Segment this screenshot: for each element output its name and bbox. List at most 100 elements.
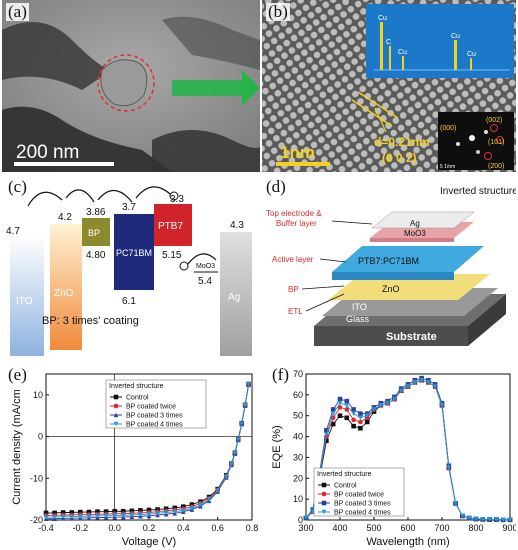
data-point: [494, 517, 499, 522]
x-tick-label: -0.2: [73, 523, 89, 533]
data-point: [412, 380, 418, 385]
data-point: [86, 513, 92, 519]
eds-peak-label-1: Cu: [378, 15, 387, 22]
data-point: [324, 428, 329, 433]
ito-level: 4.7: [6, 226, 20, 237]
arrow-head: [242, 70, 260, 106]
panel-label-c: (c): [6, 177, 29, 196]
data-point: [439, 402, 445, 408]
data-point: [235, 437, 241, 442]
arrow-shaft: [172, 80, 252, 96]
zno-level: 4.2: [58, 212, 72, 223]
legend-marker: [321, 491, 327, 497]
panel-label-d: (d): [264, 177, 288, 196]
data-point: [215, 488, 220, 494]
eqe-chart: 300 400 500 600 700 800 900 0 10 20 30 40 50 60 70 Wave…: [271, 369, 516, 548]
data-point: [172, 509, 178, 514]
ptb7-label: PTB7: [158, 221, 183, 232]
data-point: [466, 515, 472, 521]
data-point: [129, 508, 135, 514]
data-point: [129, 512, 135, 518]
data-point: [337, 413, 343, 419]
y-tick-label: 70: [293, 369, 303, 379]
panel-e: -0.4 -0.2 0.0 0.2 0.4 0.6 0.8 10 0 -10 -20 Voltage …: [2, 366, 260, 548]
x-tick-label: 0.2: [143, 523, 156, 533]
hrtem-image-b: Cu C Cu Cu Cu (002) (000) (101) (200) 5 …: [262, 0, 516, 172]
saed-scale-text: 5 1/nm: [440, 164, 455, 170]
legend-item: BP coated twice: [334, 492, 384, 499]
side-label-top-1: Top electrode &: [266, 209, 322, 218]
data-point: [52, 510, 57, 516]
data-point: [112, 513, 117, 518]
data-point: [398, 388, 404, 393]
plane-text: (0 0 2): [382, 151, 417, 165]
data-point: [232, 450, 238, 456]
data-point: [351, 411, 356, 416]
data-point: [69, 514, 75, 519]
legend-marker: [113, 394, 119, 400]
data-point: [138, 508, 143, 513]
data-point: [358, 411, 363, 416]
y-axis-label: EQE (%): [271, 425, 283, 468]
y-tick-label: -20: [30, 515, 43, 525]
data-point: [460, 513, 465, 519]
data-point: [358, 415, 363, 421]
pcbm-homo: 6.1: [122, 296, 136, 307]
legend-marker: [113, 421, 119, 427]
panel-label-f: (f): [270, 366, 291, 384]
legend-item: Control: [334, 483, 357, 490]
legend-item: BP coated 3 times: [334, 501, 391, 508]
legend-marker: [321, 482, 327, 488]
ptb7-block: [154, 204, 192, 246]
panel-label-b: (b): [266, 2, 290, 21]
x-tick-label: 0.4: [177, 523, 190, 533]
legend-title: Inverted structure: [109, 383, 164, 390]
side-label-etl: ETL: [288, 307, 303, 316]
data-point: [324, 432, 329, 437]
bp-homo: 4.80: [86, 250, 106, 261]
energy-diagram: ITO 4.7 ZnO 4.2 BP 3.86 4.80 PC71BM 3.7 …: [6, 186, 252, 356]
zno-block: [50, 224, 82, 350]
active-layer-label: PTB7:PC71BM: [358, 256, 419, 266]
data-point: [419, 377, 424, 383]
zno-label: ZnO: [54, 288, 74, 299]
pcbm-label: PC71BM: [116, 248, 152, 258]
data-point: [163, 510, 169, 515]
x-tick-label: 800: [468, 523, 483, 533]
side-label-active: Active layer: [272, 255, 314, 264]
x-tick-label: 500: [366, 523, 381, 533]
moo3-label: MoO3: [196, 263, 215, 270]
y-tick-label: 0: [298, 515, 303, 525]
tem-image-a: 200 nm: [2, 0, 260, 172]
x-tick-label: 0.0: [108, 523, 121, 533]
data-point: [364, 413, 370, 419]
y-tick-label: 10: [293, 494, 303, 504]
ag-layer-label: Ag: [410, 219, 420, 228]
x-tick-label: 600: [400, 523, 415, 533]
x-tick-label: -0.4: [38, 523, 54, 533]
pcbm-block: [114, 214, 154, 290]
data-point: [242, 402, 248, 408]
data-point: [351, 423, 356, 429]
data-point: [358, 419, 363, 425]
panel-b: Cu C Cu Cu Cu (002) (000) (101) (200) 5 …: [262, 0, 516, 172]
ptb7-lumo: 3.3: [170, 194, 184, 205]
data-point: [303, 515, 309, 521]
data-point: [52, 514, 57, 520]
data-point: [337, 396, 343, 402]
data-point: [324, 438, 329, 444]
saed-label-4: (200): [488, 163, 504, 170]
x-tick-label: 300: [298, 523, 313, 533]
data-point: [120, 513, 126, 518]
legend-item: BP coated twice: [126, 404, 176, 411]
data-point: [43, 514, 49, 520]
data-point: [385, 400, 390, 406]
data-point: [330, 411, 336, 416]
eds-peak-label-5: Cu: [467, 51, 476, 58]
zno-layer-label: ZnO: [382, 284, 400, 294]
x-tick-label: 900: [502, 523, 516, 533]
data-point: [146, 507, 152, 513]
diagram-note: BP: 3 times' coating: [42, 315, 139, 327]
data-point: [95, 509, 100, 514]
ptb7-homo: 5.15: [162, 250, 182, 261]
